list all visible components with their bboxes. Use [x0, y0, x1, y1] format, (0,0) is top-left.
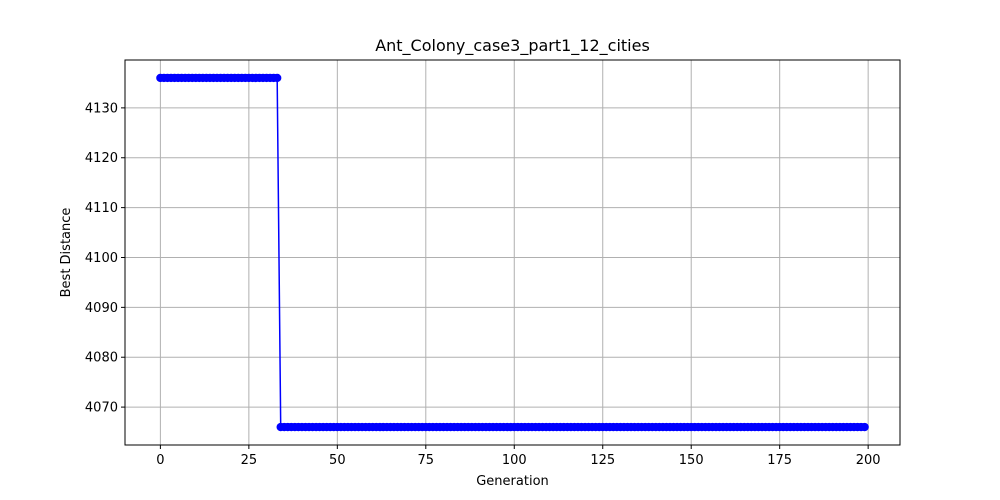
y-tick-label: 4070 [85, 401, 118, 416]
y-tick-label: 4090 [85, 301, 118, 316]
x-tick-label: 100 [502, 453, 527, 468]
x-tick-label: 200 [856, 453, 881, 468]
plot-frame [124, 59, 901, 446]
y-tick-label: 4100 [85, 251, 118, 266]
x-axis-label: Generation [476, 474, 549, 489]
x-tick-label: 75 [418, 453, 435, 468]
x-tick-label: 150 [679, 453, 704, 468]
y-axis-label: Best Distance [59, 208, 74, 298]
data-point [860, 422, 869, 432]
chart-title: Ant_Colony_case3_part1_12_cities [375, 36, 650, 56]
y-tick-label: 4080 [85, 351, 118, 366]
y-tick-label: 4110 [85, 201, 118, 216]
y-tick-label: 4130 [85, 101, 118, 116]
ticks: 0 25 50 75 100 125 150 175 200 4070 4080 4090 4100 41… [85, 101, 881, 468]
x-tick-label: 25 [241, 453, 258, 468]
x-tick-label: 0 [156, 453, 164, 468]
data-point [272, 73, 282, 83]
series-layer [156, 73, 869, 432]
x-tick-label: 175 [767, 453, 792, 468]
x-tick-label: 50 [329, 453, 346, 468]
x-tick-label: 125 [590, 453, 615, 468]
grid [125, 60, 900, 445]
y-tick-label: 4120 [85, 151, 118, 166]
